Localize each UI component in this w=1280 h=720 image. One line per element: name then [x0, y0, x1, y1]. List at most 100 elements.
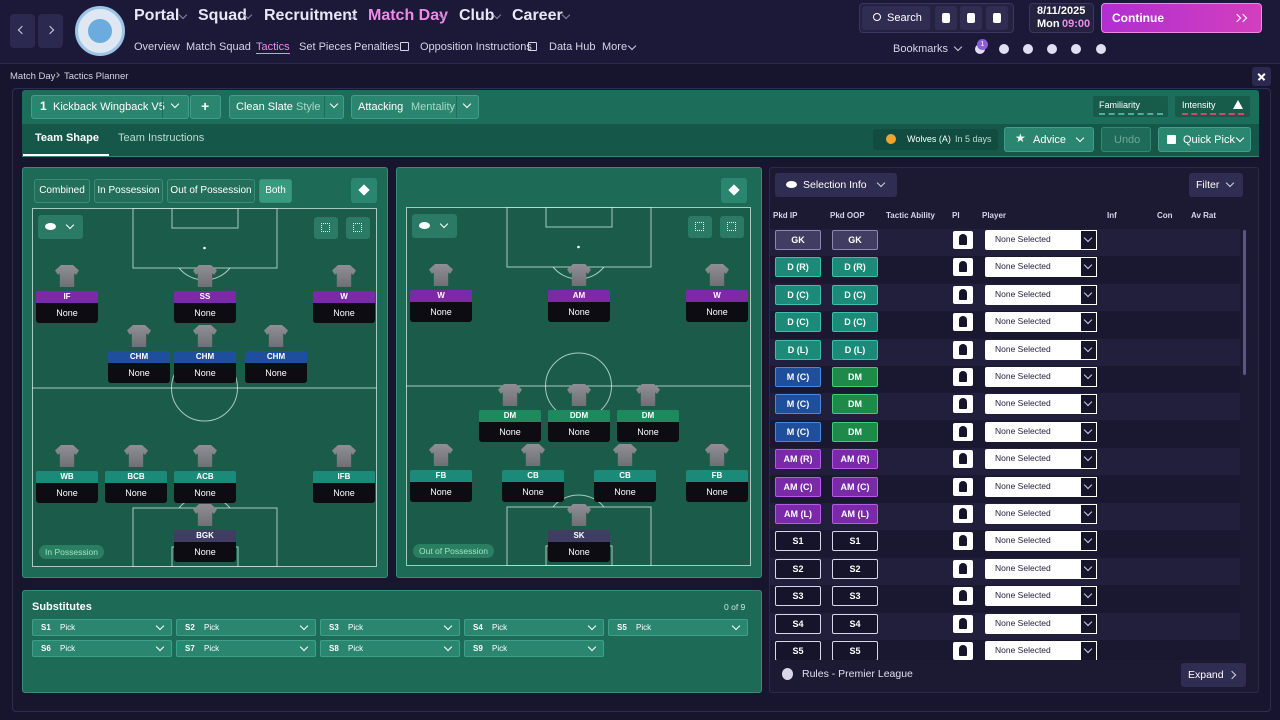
player-card[interactable]: DM None: [479, 384, 541, 443]
player-dropdown[interactable]: None Selected: [985, 613, 1097, 634]
shape-filter-button[interactable]: In Possession: [94, 179, 163, 203]
player-dropdown[interactable]: None Selected: [985, 284, 1097, 305]
position-chip[interactable]: S3: [775, 586, 821, 607]
sub-menu-item[interactable]: More: [602, 41, 628, 53]
bookmark-icon[interactable]: [1096, 44, 1106, 54]
main-menu-item[interactable]: Career: [512, 7, 563, 24]
main-menu-item[interactable]: Portal: [134, 7, 180, 24]
position-chip[interactable]: AM (R): [775, 449, 821, 470]
position-chip[interactable]: S4: [832, 613, 878, 634]
position-chip[interactable]: AM (L): [775, 504, 821, 524]
player-card[interactable]: W None: [410, 264, 472, 323]
column-header[interactable]: Av Rat: [1191, 211, 1217, 220]
main-menu-item[interactable]: Match Day: [368, 7, 449, 24]
player-instructions-button[interactable]: [953, 614, 973, 633]
pitch-tool-button[interactable]: [688, 216, 712, 238]
player-dropdown[interactable]: None Selected: [985, 257, 1097, 278]
player-instructions-button[interactable]: [953, 642, 973, 660]
player-dropdown[interactable]: None Selected: [985, 558, 1097, 579]
position-chip[interactable]: AM (L): [832, 504, 878, 524]
view-selector[interactable]: Selection Info: [775, 173, 897, 197]
position-chip[interactable]: D (L): [832, 339, 878, 360]
player-instructions-button[interactable]: [953, 532, 973, 551]
player-instructions-button[interactable]: [953, 422, 973, 441]
player-card[interactable]: CB None: [594, 444, 656, 503]
column-header[interactable]: Pkd IP: [773, 211, 798, 220]
player-card[interactable]: IF None: [36, 265, 98, 324]
player-dropdown[interactable]: None Selected: [985, 504, 1097, 524]
position-chip[interactable]: D (R): [775, 257, 821, 278]
view-dropdown[interactable]: [38, 215, 83, 239]
player-instructions-button[interactable]: [953, 477, 973, 496]
continue-button[interactable]: Continue: [1101, 3, 1262, 33]
player-dropdown[interactable]: None Selected: [985, 476, 1097, 497]
view-dropdown[interactable]: [412, 214, 457, 238]
position-chip[interactable]: DM: [832, 394, 878, 415]
player-card[interactable]: CHM None: [174, 325, 236, 384]
player-instructions-button[interactable]: [953, 258, 973, 277]
main-menu-item[interactable]: Squad: [198, 7, 247, 24]
main-menu-item[interactable]: Recruitment: [264, 7, 358, 24]
player-card[interactable]: DM None: [617, 384, 679, 443]
player-card[interactable]: W None: [313, 265, 375, 324]
position-chip[interactable]: M (C): [775, 421, 821, 442]
bookmark-icon[interactable]: [1071, 44, 1081, 54]
sub-menu-item[interactable]: Match Squad: [186, 41, 251, 53]
bookmark-icon[interactable]: [999, 44, 1009, 54]
position-chip[interactable]: S2: [832, 558, 878, 579]
position-chip[interactable]: S2: [775, 558, 821, 579]
expand-button[interactable]: Expand: [1181, 663, 1246, 687]
player-card[interactable]: SS None: [174, 265, 236, 324]
player-instructions-button[interactable]: [953, 340, 973, 359]
quick-pick-button[interactable]: Quick Pick: [1158, 127, 1251, 152]
position-chip[interactable]: M (C): [775, 367, 821, 387]
substitute-slot[interactable]: S4 Pick: [464, 619, 604, 636]
tab[interactable]: Team Instructions: [118, 132, 205, 144]
position-chip[interactable]: AM (C): [832, 476, 878, 497]
player-card[interactable]: IFB None: [313, 445, 375, 504]
shape-filter-button[interactable]: Combined: [34, 179, 90, 203]
close-button[interactable]: [1252, 67, 1271, 86]
sub-menu-item[interactable]: Set Pieces: [299, 41, 352, 53]
player-card[interactable]: CB None: [502, 444, 564, 503]
player-card[interactable]: W None: [686, 264, 748, 323]
player-instructions-button[interactable]: [953, 559, 973, 578]
substitute-slot[interactable]: S1 Pick: [32, 619, 172, 636]
shape-filter-button[interactable]: Out of Possession: [167, 179, 255, 203]
position-chip[interactable]: DM: [832, 367, 878, 387]
position-chip[interactable]: D (C): [775, 312, 821, 333]
sub-menu-item[interactable]: Tactics: [256, 41, 290, 54]
player-card[interactable]: FB None: [686, 444, 748, 503]
mentality-selector[interactable]: [351, 95, 479, 119]
player-dropdown[interactable]: None Selected: [985, 641, 1097, 660]
substitute-slot[interactable]: S9 Pick: [464, 640, 604, 657]
player-instructions-button[interactable]: [953, 285, 973, 304]
player-card[interactable]: SK None: [548, 504, 610, 563]
column-header[interactable]: Con: [1157, 211, 1173, 220]
position-chip[interactable]: D (R): [832, 257, 878, 278]
tool-icon-button[interactable]: [960, 6, 982, 30]
formation-icon-button[interactable]: [351, 178, 377, 203]
player-dropdown[interactable]: None Selected: [985, 367, 1097, 387]
player-dropdown[interactable]: None Selected: [985, 312, 1097, 333]
substitute-slot[interactable]: S2 Pick: [176, 619, 316, 636]
player-card[interactable]: CHM None: [108, 325, 170, 384]
formation-icon-button[interactable]: [721, 178, 747, 203]
position-chip[interactable]: D (C): [832, 284, 878, 305]
position-chip[interactable]: D (L): [775, 339, 821, 360]
player-dropdown[interactable]: None Selected: [985, 339, 1097, 360]
pitch-tool-button[interactable]: [346, 217, 370, 239]
substitute-slot[interactable]: S3 Pick: [320, 619, 460, 636]
substitute-slot[interactable]: S8 Pick: [320, 640, 460, 657]
bookmarks-label[interactable]: Bookmarks: [893, 43, 949, 55]
substitute-slot[interactable]: S5 Pick: [608, 619, 748, 636]
position-chip[interactable]: DM: [832, 421, 878, 442]
position-chip[interactable]: S4: [775, 613, 821, 634]
sub-menu-item[interactable]: Penalties: [354, 41, 400, 53]
shape-filter-button[interactable]: Both: [259, 179, 292, 203]
player-card[interactable]: DDM None: [548, 384, 610, 443]
sub-menu-item[interactable]: Data Hub: [549, 41, 596, 53]
tab[interactable]: Team Shape: [35, 132, 99, 144]
main-menu-item[interactable]: Club: [459, 7, 495, 24]
back-button[interactable]: [10, 14, 35, 48]
